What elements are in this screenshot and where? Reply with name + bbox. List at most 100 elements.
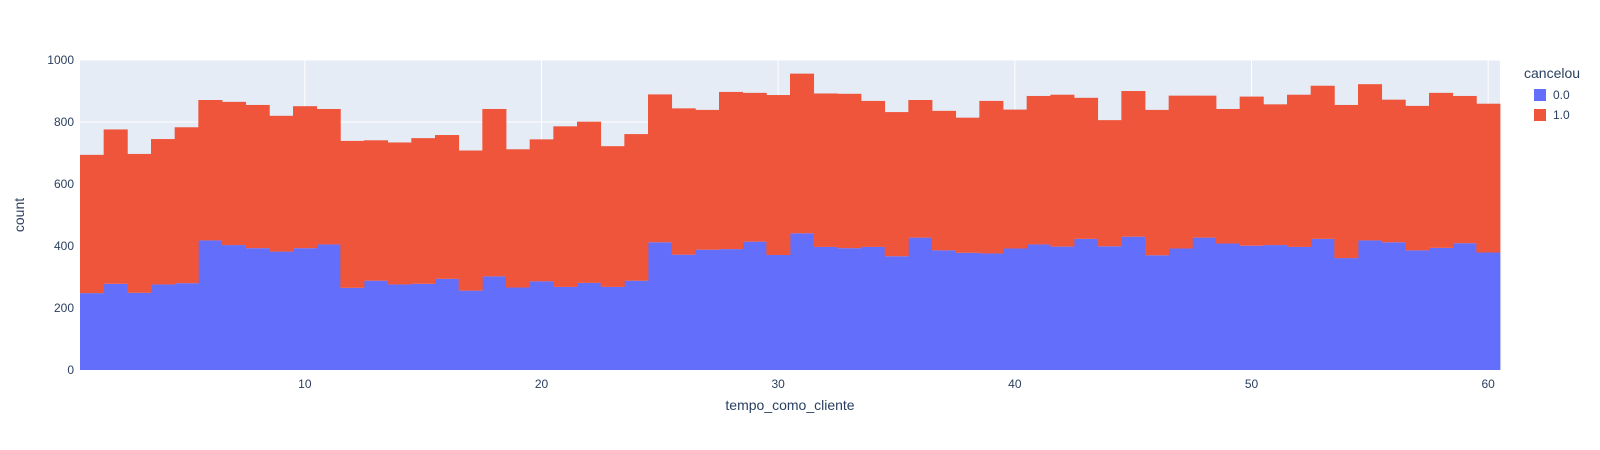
bar-series-0.0-x58 [1429, 247, 1454, 370]
bar-series-0.0-x41 [1026, 244, 1051, 370]
bar-series-0.0-x11 [316, 244, 341, 370]
bars-group [80, 73, 1501, 370]
bar-series-1.0-x42 [1050, 94, 1075, 247]
y-tick-label: 0 [67, 363, 74, 377]
bar-series-1.0-x57 [1405, 105, 1430, 251]
bar-series-1.0-x25 [648, 94, 673, 243]
bar-series-1.0-x43 [1074, 97, 1099, 239]
bar-series-0.0-x40 [1003, 248, 1028, 370]
bar-series-0.0-x13 [364, 280, 389, 370]
bar-series-0.0-x22 [577, 282, 602, 370]
legend-label-1.0[interactable]: 1.0 [1553, 108, 1570, 122]
bar-series-1.0-x2 [103, 129, 128, 284]
legend-label-0.0[interactable]: 0.0 [1553, 88, 1570, 102]
bar-series-0.0-x16 [435, 278, 460, 370]
bar-series-1.0-x9 [269, 115, 294, 252]
bar-series-1.0-x31 [790, 73, 815, 234]
bar-series-1.0-x44 [1097, 120, 1122, 247]
legend-items: 0.01.0 [1534, 88, 1570, 122]
bar-series-0.0-x27 [695, 249, 720, 370]
bar-series-0.0-x51 [1263, 245, 1288, 370]
legend-swatch-1.0[interactable] [1534, 109, 1546, 121]
bar-series-0.0-x20 [529, 281, 554, 370]
bar-series-1.0-x17 [458, 150, 483, 291]
bar-series-1.0-x3 [127, 153, 152, 293]
bar-series-0.0-x12 [340, 287, 365, 370]
x-tick-label: 40 [1008, 377, 1022, 391]
bar-series-0.0-x6 [198, 240, 223, 370]
bar-series-0.0-x9 [269, 251, 294, 370]
bar-series-0.0-x47 [1168, 248, 1193, 370]
bar-series-1.0-x60 [1476, 103, 1501, 253]
bar-series-0.0-x56 [1381, 242, 1406, 370]
bar-series-1.0-x11 [316, 108, 341, 245]
bar-series-0.0-x23 [600, 286, 625, 370]
bar-series-0.0-x34 [861, 246, 886, 370]
bar-series-1.0-x30 [766, 95, 791, 255]
bar-series-1.0-x12 [340, 140, 365, 288]
bar-series-0.0-x53 [1310, 238, 1335, 370]
bar-series-0.0-x49 [1216, 243, 1241, 370]
bar-series-0.0-x59 [1452, 243, 1477, 370]
bar-series-1.0-x7 [222, 101, 247, 246]
bar-series-1.0-x38 [955, 117, 980, 253]
bar-series-1.0-x24 [624, 134, 649, 281]
bar-series-0.0-x21 [553, 286, 578, 370]
bar-series-1.0-x37 [932, 110, 957, 251]
bar-series-1.0-x53 [1310, 85, 1335, 239]
bar-series-1.0-x40 [1003, 109, 1028, 249]
bar-series-1.0-x23 [600, 146, 625, 287]
bar-series-1.0-x8 [245, 104, 270, 249]
bar-series-0.0-x52 [1287, 246, 1312, 370]
bar-series-1.0-x21 [553, 126, 578, 287]
bar-series-1.0-x29 [742, 92, 767, 242]
bar-series-1.0-x58 [1429, 92, 1454, 248]
bar-series-0.0-x45 [1121, 236, 1146, 370]
bar-series-1.0-x19 [506, 149, 531, 288]
bar-series-0.0-x48 [1192, 237, 1217, 370]
bar-series-0.0-x10 [293, 248, 318, 370]
bar-series-1.0-x51 [1263, 104, 1288, 246]
bar-series-0.0-x15 [411, 283, 436, 370]
x-tick-label: 10 [298, 377, 312, 391]
legend: cancelou 0.01.0 [1524, 65, 1580, 122]
bar-series-1.0-x50 [1239, 96, 1264, 246]
bar-series-1.0-x18 [482, 108, 507, 277]
bar-series-1.0-x46 [1145, 109, 1170, 256]
legend-swatch-0.0[interactable] [1534, 89, 1546, 101]
bar-series-1.0-x49 [1216, 108, 1241, 244]
x-tick-label: 20 [535, 377, 549, 391]
bar-series-1.0-x34 [861, 100, 886, 247]
bar-series-0.0-x37 [932, 250, 957, 370]
bar-series-1.0-x6 [198, 99, 223, 241]
y-tick-label: 800 [54, 115, 74, 129]
bar-series-0.0-x44 [1097, 246, 1122, 370]
bar-series-1.0-x36 [908, 99, 933, 238]
bar-series-1.0-x15 [411, 138, 436, 284]
bar-series-0.0-x42 [1050, 246, 1075, 370]
y-tick-label: 400 [54, 239, 74, 253]
bar-series-0.0-x39 [979, 253, 1004, 370]
bar-series-1.0-x59 [1452, 95, 1477, 244]
bar-series-0.0-x19 [506, 287, 531, 370]
bar-series-1.0-x27 [695, 109, 720, 250]
bar-series-0.0-x2 [103, 283, 128, 370]
bar-series-1.0-x55 [1358, 84, 1383, 241]
bar-series-1.0-x16 [435, 135, 460, 279]
x-tick-label: 30 [771, 377, 785, 391]
y-tick-label: 1000 [47, 53, 74, 67]
bar-series-1.0-x13 [364, 140, 389, 281]
bar-series-0.0-x3 [127, 292, 152, 370]
bar-series-0.0-x38 [955, 252, 980, 370]
bar-series-1.0-x5 [174, 127, 199, 284]
bar-series-0.0-x24 [624, 280, 649, 370]
x-tick-label: 50 [1245, 377, 1259, 391]
bar-series-0.0-x17 [458, 290, 483, 370]
bar-series-1.0-x33 [837, 93, 862, 249]
legend-title: cancelou [1524, 65, 1580, 81]
bar-series-0.0-x31 [790, 233, 815, 370]
bar-series-0.0-x26 [671, 254, 696, 370]
bar-series-0.0-x36 [908, 237, 933, 370]
bar-series-0.0-x46 [1145, 255, 1170, 370]
